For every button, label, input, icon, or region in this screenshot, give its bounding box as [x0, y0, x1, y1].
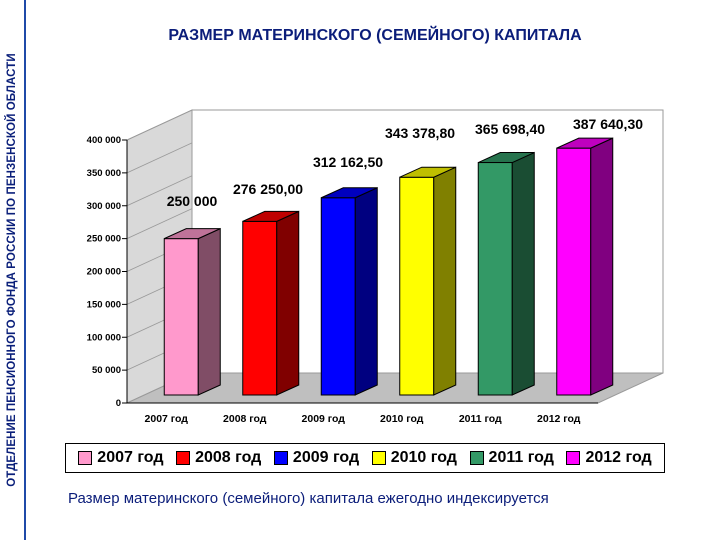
legend-label: 2010 год — [390, 449, 457, 466]
data-label: 250 000 — [167, 193, 218, 209]
y-tick-depth — [126, 175, 193, 207]
legend-swatch — [469, 451, 484, 465]
x-tick-label: 2007 год — [145, 413, 189, 425]
legend-label: 2007 год — [97, 449, 164, 466]
bar — [163, 238, 199, 396]
y-tick-label: 150 000 — [87, 299, 121, 310]
legend-label: 2009 год — [292, 449, 360, 466]
bar-top — [399, 166, 456, 178]
x-tick-label: 2011 год — [459, 413, 502, 425]
bar — [242, 220, 278, 396]
chart-legend: 2007 год 2008 год 2009 год 2010 год 2011 год… — [65, 443, 665, 473]
x-tick-label: 2012 год — [537, 413, 581, 425]
side-band: ОТДЕЛЕНИЕ ПЕНСИОННОГО ФОНДА РОССИИ ПО ПЕ… — [0, 0, 26, 540]
y-tick-label: 0 — [116, 398, 121, 409]
legend-swatch — [176, 451, 191, 465]
legend-item: 2011 год — [469, 449, 554, 467]
legend-label: 2008 год — [195, 449, 262, 466]
legend-swatch — [273, 451, 288, 465]
legend-swatch — [566, 451, 581, 465]
bar-chart: 0 50 000 100 000 150 000 200 000 250 000 300 0… — [87, 109, 664, 425]
y-tick-depth — [126, 142, 193, 174]
bar — [320, 197, 356, 396]
x-tick-label: 2009 год — [302, 413, 346, 425]
y-tick-depth — [126, 208, 193, 239]
y-tick-label: 300 000 — [87, 201, 121, 212]
x-tick-label: 2010 год — [380, 413, 424, 425]
data-label: 343 378,80 — [385, 125, 455, 141]
bar — [399, 176, 435, 396]
bar-side — [590, 137, 614, 396]
bar — [556, 147, 592, 396]
y-tick-label: 100 000 — [87, 332, 121, 343]
bar-top — [556, 137, 613, 149]
bar-top — [242, 210, 299, 222]
y-tick-label: 350 000 — [87, 168, 121, 179]
bar-top — [321, 187, 378, 199]
legend-item: 2010 год — [371, 449, 457, 467]
data-label: 276 250,00 — [233, 181, 303, 197]
x-tick-label: 2008 год — [223, 413, 267, 425]
bar-side — [197, 227, 221, 396]
data-label: 387 640,30 — [573, 116, 643, 132]
chart-title: РАЗМЕР МАТЕРИНСКОГО (СЕМЕЙНОГО) КАПИТАЛА — [168, 27, 582, 44]
legend-swatch — [371, 451, 386, 465]
bar-side — [511, 151, 535, 396]
y-tick-label: 250 000 — [87, 234, 121, 245]
legend-item: 2009 год — [273, 449, 360, 467]
bar-side — [276, 210, 300, 396]
footnote: Размер материнского (семейного) капитала… — [68, 490, 549, 507]
legend-swatch — [78, 451, 93, 465]
bar-side — [433, 166, 457, 396]
bar — [477, 162, 513, 396]
legend-label: 2011 год — [488, 449, 554, 466]
legend-item: 2012 год — [566, 449, 652, 467]
bar-top — [164, 228, 221, 240]
legend-label: 2012 год — [585, 449, 652, 466]
y-tick-label: 400 000 — [87, 135, 121, 146]
bar-side — [354, 186, 378, 396]
legend-item: 2007 год — [78, 449, 164, 467]
legend-item: 2008 год — [176, 449, 261, 467]
y-tick-depth — [126, 109, 193, 141]
data-label: 312 162,50 — [313, 154, 383, 170]
data-label: 365 698,40 — [475, 121, 545, 137]
y-tick-label: 50 000 — [92, 365, 121, 376]
y-tick-label: 200 000 — [87, 267, 121, 278]
bar-top — [478, 152, 535, 164]
